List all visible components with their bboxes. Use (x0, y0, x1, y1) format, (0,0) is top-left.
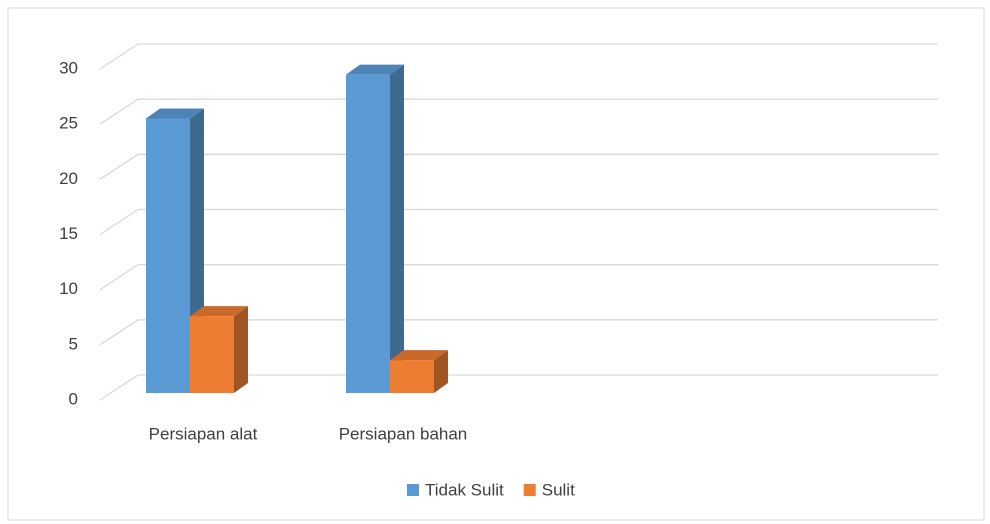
grid-line-side (99, 264, 139, 291)
y-tick-label: 15 (59, 224, 78, 243)
y-tick-label: 30 (59, 58, 78, 77)
bar-front (346, 74, 390, 393)
bar-top (190, 306, 248, 317)
grid-line-side (99, 208, 139, 236)
bar-top (390, 350, 448, 361)
bar-side (434, 350, 448, 393)
y-tick-label: 5 (69, 334, 78, 353)
grid-line-side (99, 98, 139, 125)
x-tick-label: Persiapan bahan (339, 424, 468, 443)
grid-line-side (99, 153, 139, 180)
grid-line-side (99, 43, 139, 70)
grid-line-side (99, 374, 139, 401)
legend-label: Sulit (542, 480, 575, 499)
y-tick-label: 20 (59, 169, 78, 188)
bar-front (390, 360, 434, 393)
legend-swatch (523, 484, 536, 496)
bar-top (146, 108, 204, 119)
bar-side (234, 306, 248, 393)
legend-swatch (407, 484, 419, 496)
bar (390, 350, 448, 393)
bar (346, 64, 404, 393)
bar-side (390, 64, 404, 393)
y-tick-label: 0 (69, 389, 78, 408)
bar-front (146, 118, 190, 393)
grid-line-side (99, 319, 139, 346)
y-tick-label: 25 (59, 114, 78, 133)
bar-top (346, 64, 404, 75)
legend-label: Tidak Sulit (425, 480, 504, 499)
y-tick-label: 10 (59, 279, 78, 298)
x-tick-label: Persiapan alat (149, 424, 258, 443)
bar (190, 306, 248, 393)
bar-front (190, 316, 234, 393)
